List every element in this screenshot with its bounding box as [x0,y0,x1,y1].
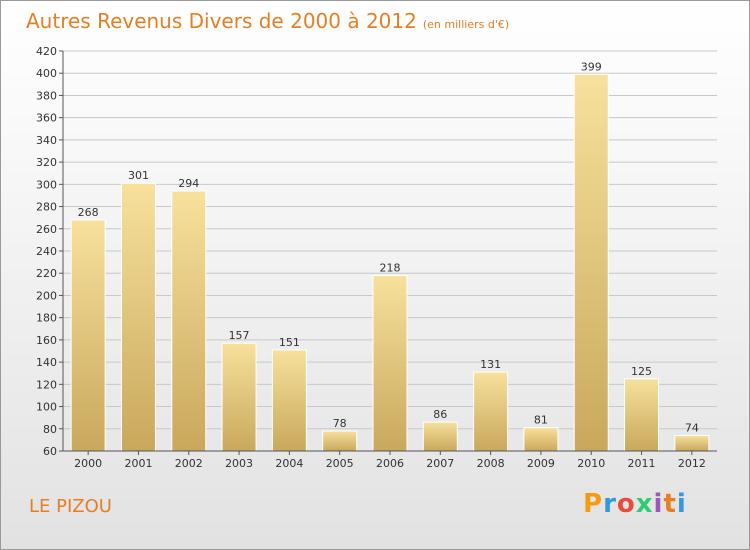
x-tick-label: 2012 [678,457,706,470]
data-labels: 268 301 294 157 151 78 218 86 131 81 399 125 74 [78,60,699,434]
place-name: LE PIZOU [29,496,112,517]
value-label-2009: 81 [534,414,548,427]
x-tick-label: 2009 [527,457,555,470]
logo-letter: o [616,489,636,519]
value-label-2003: 157 [229,329,250,342]
y-tick-label: 240 [36,245,57,258]
chart-subtitle: (en milliers d'€) [422,18,510,31]
chart-title-text: Autres Revenus Divers de 2000 à 2012 [26,9,417,33]
x-tick-label: 2008 [477,457,505,470]
value-label-2004: 151 [279,336,300,349]
bars [70,73,710,452]
y-tick-label: 340 [36,134,57,147]
x-tick-label: 2001 [124,457,152,470]
y-tick-label: 200 [36,289,57,302]
logo-letter: r [603,489,617,519]
logo-letter: i [653,489,664,519]
x-tick-label: 2006 [376,457,404,470]
value-label-2011: 125 [631,365,652,378]
logo-letter: i [676,489,687,519]
y-tick-label: 260 [36,223,57,236]
y-axis-ticks: 60 80 100 120 140 160 180 200 220 240 260 280 300 320… [36,45,63,458]
bar-2009 [523,427,559,452]
value-label-2010: 399 [581,60,602,73]
x-tick-label: 2004 [275,457,303,470]
bar-2007 [422,421,458,452]
value-label-2012: 74 [685,421,699,434]
value-label-2006: 218 [380,261,401,274]
x-tick-label: 2007 [426,457,454,470]
y-tick-label: 320 [36,156,57,169]
y-tick-label: 60 [43,445,57,458]
bar-2001 [120,182,156,452]
value-label-2001: 301 [128,169,149,182]
bar-2000 [70,219,106,452]
x-tick-label: 2011 [628,457,656,470]
y-tick-label: 120 [36,378,57,391]
x-axis-ticks: 2000 2001 2002 2003 2004 2005 2006 2007 2008 2009… [74,451,706,470]
y-tick-label: 280 [36,201,57,214]
bar-2010 [573,73,609,452]
x-tick-label: 2010 [577,457,605,470]
proxiti-logo: Proxiti [583,489,687,519]
chart-title: Autres Revenus Divers de 2000 à 2012 (en … [26,9,509,33]
bar-2004 [271,349,307,452]
y-tick-label: 180 [36,312,57,325]
y-tick-label: 140 [36,356,57,369]
x-tick-label: 2003 [225,457,253,470]
logo-letter: x [635,489,654,519]
x-tick-label: 2000 [74,457,102,470]
bar-2002 [171,190,207,452]
logo-letter: t [663,489,677,519]
bar-2011 [624,378,660,452]
x-tick-label: 2005 [326,457,354,470]
y-tick-label: 360 [36,112,57,125]
bar-2005 [322,430,358,452]
y-tick-label: 300 [36,178,57,191]
y-tick-label: 80 [43,423,57,436]
y-tick-label: 100 [36,401,57,414]
y-tick-label: 400 [36,67,57,80]
value-label-2005: 78 [333,417,347,430]
y-tick-label: 420 [36,45,57,58]
y-tick-label: 380 [36,89,57,102]
bar-2012 [674,434,710,452]
bar-2003 [221,342,257,452]
x-tick-label: 2002 [175,457,203,470]
bar-2008 [473,371,509,452]
value-label-2000: 268 [78,206,99,219]
logo-letter: P [583,489,604,519]
value-label-2007: 86 [433,408,447,421]
bar-2006 [372,274,408,452]
value-label-2008: 131 [480,358,501,371]
value-label-2002: 294 [178,177,199,190]
y-tick-label: 220 [36,267,57,280]
y-tick-label: 160 [36,334,57,347]
